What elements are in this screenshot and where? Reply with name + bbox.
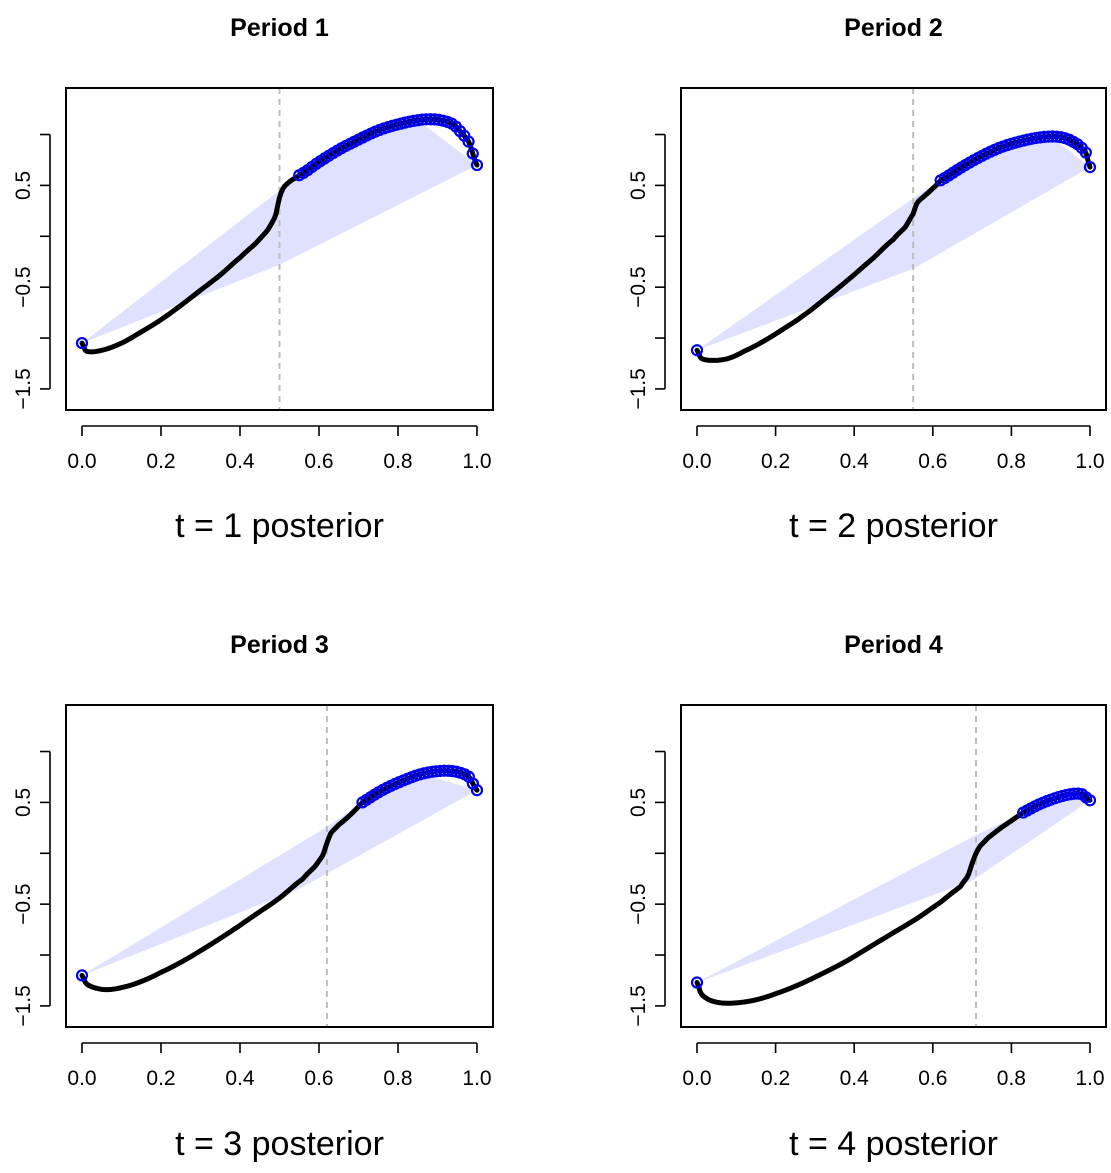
posterior-band — [697, 794, 1090, 983]
x-tick-label: 0.4 — [840, 1067, 870, 1090]
y-tick-label: 0.5 — [12, 788, 35, 817]
highlight-point — [1050, 130, 1063, 143]
plot-frame — [65, 87, 494, 411]
y-tick-label: −1.5 — [627, 985, 650, 1026]
y-tick-label: −0.5 — [12, 266, 35, 307]
posterior-mean-curve — [79, 116, 480, 355]
y-tick-label: −0.5 — [627, 266, 650, 307]
x-tick-label: 0.2 — [761, 1067, 790, 1090]
x-tick-label: 0.6 — [304, 1067, 333, 1090]
x-tick-label: 1.0 — [462, 1067, 491, 1090]
highlighted-markers — [293, 113, 484, 182]
panel-1: Period 1 0.0 0.2 0.4 0.6 0.8 1.0 −1.5 −0.5 0.5 t =… — [12, 14, 494, 545]
x-tick-label: 0.4 — [225, 450, 255, 473]
start-point — [75, 969, 89, 982]
posterior-band — [697, 136, 1090, 351]
x-tick-label: 1.0 — [462, 450, 491, 473]
x-tick-label: 0.6 — [918, 450, 947, 473]
highlighted-markers — [934, 130, 1097, 187]
panel-title: Period 4 — [844, 631, 943, 659]
y-tick-label: −0.5 — [12, 883, 35, 924]
posterior-mean-curve — [694, 791, 1093, 1006]
x-tick-label: 0.0 — [682, 450, 711, 473]
x-axis-label: t = 2 posterior — [789, 507, 998, 545]
panel-3: Period 3 0.0 0.2 0.4 0.6 0.8 1.0 −1.5 −0.5 0.5 t =… — [12, 631, 494, 1163]
highlight-point — [470, 158, 484, 172]
x-tick-label: 0.6 — [918, 1067, 947, 1090]
highlight-point — [470, 784, 484, 797]
panel-title: Period 1 — [230, 14, 329, 42]
panel-4: Period 4 0.0 0.2 0.4 0.6 0.8 1.0 −1.5 −0.5 0.5 t =… — [627, 631, 1107, 1163]
highlight-point — [1083, 160, 1097, 174]
panel-title: Period 3 — [230, 631, 329, 659]
panel-2: Period 2 0.0 0.2 0.4 0.6 0.8 1.0 −1.5 −0.5 0.5 t =… — [627, 14, 1107, 545]
highlight-point — [429, 765, 443, 778]
x-tick-label: 0.8 — [997, 450, 1026, 473]
highlight-point — [415, 113, 429, 126]
highlight-point — [1038, 130, 1051, 143]
start-point — [690, 344, 704, 357]
highlighted-markers — [1017, 787, 1097, 819]
y-tick-label: −1.5 — [12, 985, 35, 1026]
highlighted-markers — [356, 764, 484, 809]
panel-title: Period 2 — [844, 14, 943, 42]
plot-frame — [65, 704, 494, 1028]
highlight-point — [1042, 130, 1055, 143]
highlight-point — [438, 764, 451, 777]
x-tick-label: 0.8 — [383, 450, 412, 473]
x-tick-label: 0.8 — [383, 1067, 412, 1090]
highlight-point — [1046, 130, 1059, 143]
x-axis-label: t = 3 posterior — [175, 1125, 384, 1163]
highlight-point — [462, 135, 475, 148]
posterior-band — [82, 773, 477, 976]
highlight-point — [424, 113, 437, 126]
highlight-point — [434, 764, 447, 778]
x-tick-label: 0.4 — [840, 450, 870, 473]
y-tick-label: 0.5 — [12, 171, 35, 200]
y-tick-label: 0.5 — [627, 171, 650, 200]
start-point — [690, 976, 704, 989]
x-tick-label: 1.0 — [1075, 1067, 1104, 1090]
y-tick-label: −1.5 — [627, 368, 650, 409]
x-tick-label: 0.6 — [304, 450, 333, 473]
x-tick-label: 0.2 — [146, 1067, 175, 1090]
x-axis-label: t = 4 posterior — [789, 1125, 998, 1163]
x-tick-label: 0.4 — [225, 1067, 255, 1090]
x-tick-label: 0.2 — [146, 450, 175, 473]
highlight-point — [420, 113, 433, 126]
x-tick-label: 0.8 — [997, 1067, 1026, 1090]
y-tick-label: 0.5 — [627, 788, 650, 817]
plot-frame — [680, 87, 1107, 411]
x-tick-label: 1.0 — [1075, 450, 1104, 473]
x-tick-label: 0.0 — [682, 1067, 711, 1090]
x-tick-label: 0.0 — [67, 450, 96, 473]
y-tick-label: −1.5 — [12, 368, 35, 409]
highlight-point — [1079, 146, 1092, 159]
highlight-point — [428, 113, 441, 126]
highlight-point — [1034, 131, 1047, 144]
highlight-point — [442, 764, 455, 777]
x-tick-label: 0.0 — [67, 1067, 96, 1090]
highlight-point — [1068, 787, 1081, 800]
start-point — [75, 337, 89, 350]
plot-frame — [680, 704, 1107, 1028]
y-tick-label: −0.5 — [627, 883, 650, 924]
x-axis-label: t = 1 posterior — [175, 507, 384, 545]
highlight-point — [466, 147, 479, 160]
highlight-point — [1083, 794, 1097, 807]
x-tick-label: 0.2 — [761, 450, 790, 473]
